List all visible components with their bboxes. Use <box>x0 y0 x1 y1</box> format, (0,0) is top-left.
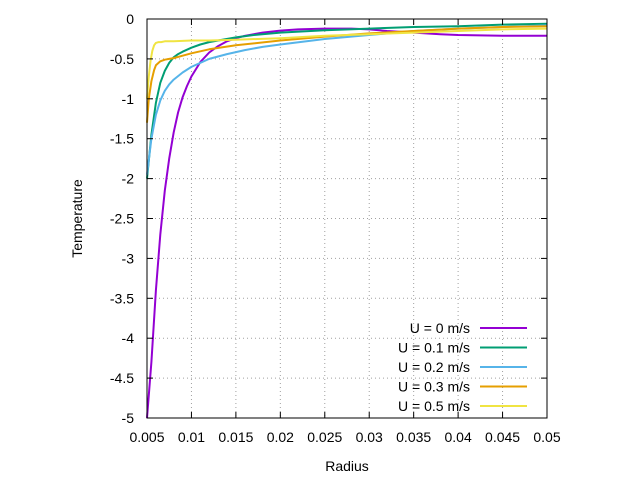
y-tick-label: -3 <box>122 250 135 266</box>
x-tick-label: 0.025 <box>307 429 342 445</box>
legend-label: U = 0.3 m/s <box>398 379 470 395</box>
series-lines <box>146 22 548 419</box>
y-tick-label: 0 <box>126 11 134 27</box>
legend-label: U = 0.5 m/s <box>398 398 470 414</box>
legend-label: U = 0.2 m/s <box>398 359 470 375</box>
series-line <box>146 25 548 123</box>
y-tick-label: -2 <box>122 171 135 187</box>
x-tick-label: 0.02 <box>267 429 294 445</box>
y-tick-labels: 0 -0.5 -1 -1.5 -2 -2.5 -3 -3.5 -4 -4.5 -5 <box>110 11 134 426</box>
x-tick-label: 0.035 <box>396 429 431 445</box>
legend: U = 0 m/s U = 0.1 m/s U = 0.2 m/s U = 0.3 m… <box>398 320 527 414</box>
x-tick-label: 0.04 <box>444 429 471 445</box>
y-tick-label: -3.5 <box>110 290 134 306</box>
series-line <box>146 22 548 179</box>
x-tick-label: 0.015 <box>218 429 253 445</box>
y-tick-label: -0.5 <box>110 51 134 67</box>
y-tick-label: -5 <box>122 410 135 426</box>
series-line <box>146 27 547 419</box>
series-line <box>146 27 548 99</box>
series-line <box>146 24 548 175</box>
x-tick-label: 0.03 <box>356 429 383 445</box>
y-tick-label: -2.5 <box>110 211 134 227</box>
legend-label: U = 0 m/s <box>410 320 470 336</box>
x-tick-label: 0.005 <box>129 429 164 445</box>
x-tick-label: 0.01 <box>178 429 205 445</box>
y-tick-label: -4.5 <box>110 370 134 386</box>
x-axis-label: Radius <box>325 458 369 474</box>
x-tick-label: 0.05 <box>533 429 560 445</box>
axis-ticks <box>146 18 548 419</box>
y-tick-label: -4 <box>122 330 135 346</box>
y-tick-label: -1.5 <box>110 131 134 147</box>
legend-label: U = 0.1 m/s <box>398 340 470 356</box>
y-axis-label: Temperature <box>69 179 85 258</box>
grid <box>146 18 548 419</box>
x-tick-label: 0.045 <box>485 429 520 445</box>
y-tick-label: -1 <box>122 91 135 107</box>
x-tick-labels: 0.005 0.01 0.015 0.02 0.025 0.03 0.035 0.04 0.04… <box>129 429 560 445</box>
